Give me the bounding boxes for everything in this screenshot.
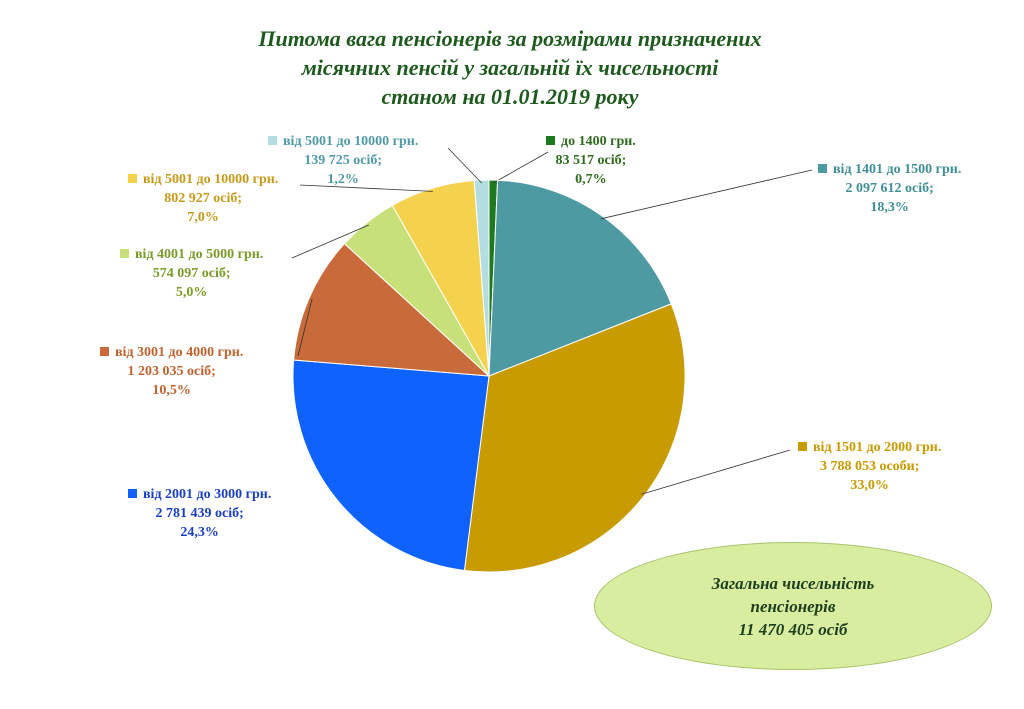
leader-line bbox=[600, 169, 813, 220]
slice-category: від 4001 до 5000 грн. bbox=[135, 247, 264, 262]
slice-count: 1 203 035 осіб; bbox=[127, 364, 216, 379]
legend-marker bbox=[546, 136, 555, 145]
slice-percent: 5,0% bbox=[175, 285, 208, 300]
slice-category: від 2001 до 3000 грн. bbox=[143, 487, 272, 502]
slice-label: від 5001 до 10000 грн. 139 725 осіб; 1,2… bbox=[268, 132, 418, 189]
title-line-3: станом на 01.01.2019 року bbox=[381, 84, 639, 109]
slice-label: від 4001 до 5000 грн. 574 097 осіб; 5,0% bbox=[120, 245, 263, 302]
leader-line bbox=[493, 151, 549, 184]
slice-category: від 1401 до 1500 грн. bbox=[833, 162, 962, 177]
slice-count: 802 927 осіб; bbox=[164, 191, 243, 206]
slice-percent: 1,2% bbox=[327, 172, 359, 187]
pie-slice bbox=[292, 359, 490, 572]
legend-marker bbox=[128, 174, 137, 183]
slice-label: до 1400 грн. 83 517 осіб; 0,7% bbox=[546, 132, 636, 189]
leader-line bbox=[641, 449, 791, 495]
title-line-1: Питома вага пенсіонерів за розмірами при… bbox=[258, 26, 762, 51]
slice-label: від 3001 до 4000 грн. 1 203 035 осіб; 10… bbox=[100, 343, 243, 400]
slice-label: від 1501 до 2000 грн. 3 788 053 особи; 3… bbox=[798, 438, 941, 495]
slice-label: від 5001 до 10000 грн. 802 927 осіб; 7,0… bbox=[128, 170, 278, 227]
slice-percent: 33,0% bbox=[850, 478, 889, 493]
slice-label: від 1401 до 1500 грн. 2 097 612 осіб; 18… bbox=[818, 160, 961, 217]
legend-marker bbox=[268, 136, 277, 145]
slice-percent: 10,5% bbox=[152, 383, 191, 398]
chart-title: Питома вага пенсіонерів за розмірами при… bbox=[180, 24, 840, 111]
pie-slice bbox=[463, 303, 686, 573]
total-line-2: пенсіонерів bbox=[750, 596, 836, 616]
leader-line bbox=[299, 184, 433, 192]
legend-marker bbox=[128, 489, 137, 498]
slice-count: 83 517 осіб; bbox=[555, 153, 627, 168]
title-line-2: місячних пенсій у загальній їх чисельнос… bbox=[301, 55, 719, 80]
slice-category: від 1501 до 2000 грн. bbox=[813, 440, 942, 455]
slice-count: 574 097 осіб; bbox=[152, 266, 231, 281]
slice-percent: 18,3% bbox=[870, 200, 909, 215]
slice-percent: 24,3% bbox=[180, 525, 219, 540]
legend-marker bbox=[798, 442, 807, 451]
slice-percent: 7,0% bbox=[187, 210, 219, 225]
pie-slice bbox=[488, 179, 672, 377]
slice-count: 2 097 612 осіб; bbox=[845, 181, 934, 196]
slice-count: 139 725 осіб; bbox=[304, 153, 383, 168]
slice-category: від 3001 до 4000 грн. bbox=[115, 345, 244, 360]
slice-count: 3 788 053 особи; bbox=[819, 459, 920, 474]
slice-category: до 1400 грн. bbox=[561, 134, 636, 149]
leader-line bbox=[297, 298, 313, 357]
total-pensioners-callout: Загальна чисельність пенсіонерів 11 470 … bbox=[594, 542, 992, 670]
leader-line bbox=[447, 147, 483, 184]
total-line-1: Загальна чисельність bbox=[711, 573, 875, 593]
pie-slice bbox=[473, 179, 490, 377]
slice-category: від 5001 до 10000 грн. bbox=[283, 134, 419, 149]
total-value: 11 470 405 осіб bbox=[738, 619, 848, 639]
pie-slice bbox=[293, 242, 491, 377]
slice-count: 2 781 439 осіб; bbox=[155, 506, 244, 521]
legend-marker bbox=[120, 249, 129, 258]
slice-percent: 0,7% bbox=[575, 172, 607, 187]
slice-category: від 5001 до 10000 грн. bbox=[143, 172, 279, 187]
legend-marker bbox=[100, 347, 109, 356]
slice-label: від 2001 до 3000 грн. 2 781 439 осіб; 24… bbox=[128, 485, 271, 542]
legend-marker bbox=[818, 164, 827, 173]
leader-line bbox=[291, 224, 369, 259]
